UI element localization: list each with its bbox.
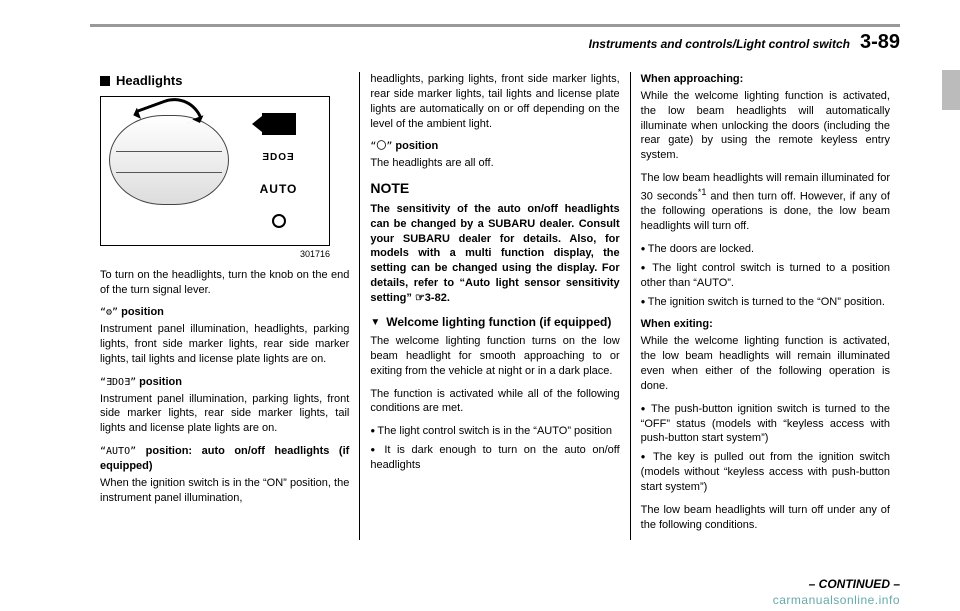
approach-bullet-1: The doors are locked. (641, 242, 890, 257)
position-1-label: “⚙” position (100, 305, 349, 320)
when-approaching-heading: When approaching: (641, 72, 890, 87)
note-heading: NOTE (370, 179, 619, 198)
column-3: When approaching: While the welcome ligh… (630, 72, 900, 540)
welcome-bullet-1: The light control switch is in the “AUTO… (370, 424, 619, 439)
watermark: carmanualsonline.info (773, 593, 900, 607)
figure-light-switch: ƎDOƎ AUTO (100, 96, 330, 246)
approach-off-list: The doors are locked. The light control … (641, 242, 890, 309)
note-body: The sensitivity of the auto on/off head­… (370, 202, 619, 306)
approach-p1: While the welcome lighting function is a… (641, 89, 890, 163)
column-1: Headlights ƎDOƎ AUTO 301716 To turn on t… (90, 72, 359, 540)
position-3-label: “AUTO” position: auto on/off headlights … (100, 444, 349, 474)
exit-bullet-2: The key is pulled out from the ignition … (641, 450, 890, 495)
exit-list: The push-button ignition switch is turne… (641, 402, 890, 495)
headlight-icon (262, 113, 296, 135)
welcome-p1: The welcome lighting function turns on t… (370, 334, 619, 379)
column-2: headlights, parking lights, front side m… (359, 72, 629, 540)
intro-text: To turn on the headlights, turn the knob… (100, 268, 349, 298)
approach-bullet-2: The light control switch is turned to a … (641, 261, 890, 291)
page-header: Instruments and controls/Light control s… (90, 31, 900, 54)
exit-p2: The low beam headlights will turn off un… (641, 503, 890, 533)
welcome-p2: The function is activated while all of t… (370, 387, 619, 417)
exit-p1: While the welcome lighting function is a… (641, 334, 890, 393)
auto-label: AUTO (260, 181, 298, 197)
welcome-conditions-list: The light control switch is in the “AUTO… (370, 424, 619, 473)
parking-light-glyph: ƎDOƎ (262, 151, 294, 165)
continued-label: – CONTINUED – (809, 577, 900, 591)
welcome-lighting-heading: Welcome lighting function (if equipped) (370, 314, 619, 330)
position-4-text: The headlights are all off. (370, 156, 619, 171)
figure-id: 301716 (100, 248, 330, 260)
approach-bullet-3: The ignition switch is turned to the “ON… (641, 295, 890, 310)
position-2-text: Instrument panel illumination, parking l… (100, 392, 349, 437)
off-icon (272, 214, 286, 228)
exit-bullet-1: The push-button ignition switch is turne… (641, 402, 890, 447)
welcome-bullet-2: It is dark enough to turn on the auto on… (370, 443, 619, 473)
position-4-label: “〇” position (370, 139, 619, 154)
section-tab (942, 70, 960, 110)
section-title-text: Headlights (116, 72, 182, 90)
page-number: 3-89 (860, 31, 900, 54)
breadcrumb: Instruments and controls/Light control s… (589, 37, 850, 51)
section-title-headlights: Headlights (100, 72, 349, 90)
when-exiting-heading: When exiting: (641, 317, 890, 332)
approach-p2: The low beam headlights will remain illu… (641, 171, 890, 234)
position-2-label: “ƎDOƎ” position (100, 375, 349, 390)
position-1-text: Instrument panel illumination, headlight… (100, 322, 349, 367)
position-3-text: When the ignition switch is in the “ON” … (100, 476, 349, 506)
col2-continuation: headlights, parking lights, front side m… (370, 72, 619, 131)
content-columns: Headlights ƎDOƎ AUTO 301716 To turn on t… (90, 72, 900, 540)
